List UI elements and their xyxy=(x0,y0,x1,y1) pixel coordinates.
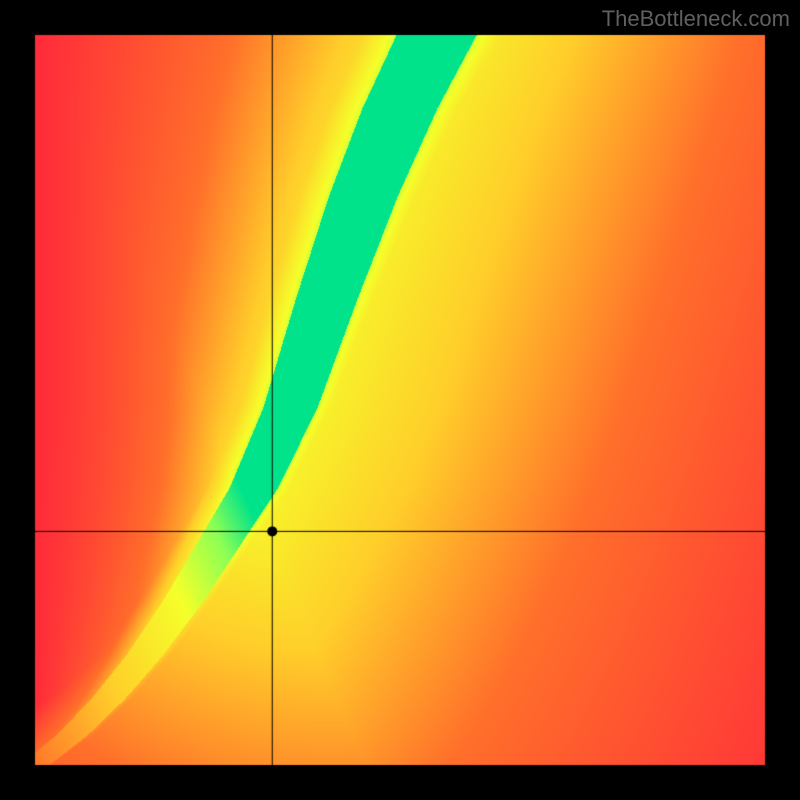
chart-container: TheBottleneck.com xyxy=(0,0,800,800)
watermark-label: TheBottleneck.com xyxy=(602,6,790,32)
bottleneck-heatmap xyxy=(0,0,800,800)
